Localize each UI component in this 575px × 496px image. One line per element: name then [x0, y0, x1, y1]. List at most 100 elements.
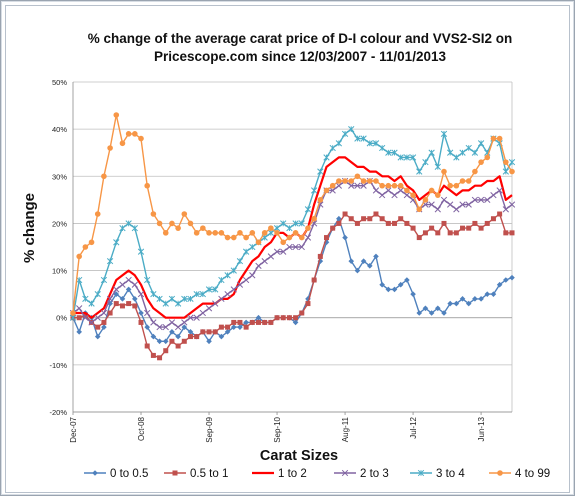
y-axis-tick-labels: -20% -10% 0% 10% 20% 30% 40% 50%	[49, 78, 67, 417]
data-point	[403, 154, 411, 161]
data-point	[342, 234, 348, 241]
data-point	[422, 158, 429, 166]
data-point	[440, 130, 448, 138]
data-point	[447, 230, 453, 236]
data-point	[255, 239, 262, 246]
data-point	[199, 309, 206, 317]
data-point	[490, 135, 497, 142]
legend-item: 2 to 3	[334, 468, 389, 480]
data-point	[435, 230, 441, 236]
data-point	[243, 234, 249, 241]
data-point	[82, 312, 88, 318]
data-point	[113, 301, 119, 307]
data-point	[255, 262, 262, 270]
data-point	[94, 290, 101, 298]
data-point	[409, 154, 417, 161]
data-point	[82, 295, 89, 303]
data-point	[459, 178, 466, 184]
data-point	[242, 276, 250, 284]
data-point	[354, 267, 361, 274]
data-point	[484, 196, 491, 204]
data-point	[119, 296, 126, 302]
data-point	[373, 211, 379, 217]
data-point	[372, 140, 380, 147]
data-point	[478, 225, 484, 231]
data-point	[348, 182, 355, 189]
data-point	[496, 135, 503, 142]
data-point	[230, 267, 237, 274]
data-point	[466, 225, 472, 231]
data-point	[397, 187, 404, 194]
data-point	[273, 248, 281, 255]
data-point	[379, 216, 385, 222]
data-point	[329, 144, 336, 152]
data-point	[218, 295, 225, 303]
data-point	[416, 235, 422, 241]
data-point	[459, 149, 466, 156]
legend-label: 3 to 4	[436, 468, 465, 480]
data-point	[447, 182, 453, 189]
data-point	[465, 201, 472, 208]
data-point	[428, 310, 435, 316]
data-point	[181, 211, 188, 217]
data-point	[304, 206, 312, 213]
data-point	[94, 314, 101, 321]
data-point	[113, 112, 120, 118]
data-point	[82, 314, 89, 321]
data-point	[323, 154, 330, 161]
series-3	[73, 156, 513, 319]
data-point	[348, 125, 355, 133]
data-point	[354, 220, 360, 226]
data-point	[181, 324, 188, 330]
y-axis-label: % change	[21, 193, 38, 263]
data-point	[428, 187, 435, 194]
data-point	[261, 257, 268, 265]
data-point	[453, 230, 459, 236]
data-point	[280, 315, 286, 321]
data-point	[503, 159, 509, 165]
data-point	[224, 329, 231, 335]
data-point	[144, 309, 151, 317]
legend: 0 to 0.5 0.5 to 1 1 to 2 2 to 3 3 to 4 4 to 9…	[84, 468, 550, 480]
data-point	[429, 225, 435, 231]
data-point	[292, 220, 299, 227]
data-point	[286, 224, 293, 232]
data-point	[366, 140, 373, 147]
data-point	[509, 230, 515, 236]
data-point	[360, 135, 367, 142]
data-point	[298, 234, 305, 241]
data-point	[404, 220, 410, 226]
x-axis-tick-labels: Dec-07 Oct-08 Sep-09 Sep-10 Aug-11 Jul-12 Jun-…	[69, 412, 486, 443]
data-point	[101, 319, 107, 325]
data-point	[366, 263, 373, 269]
data-point	[385, 187, 392, 194]
data-point	[342, 178, 348, 184]
data-point	[299, 310, 305, 316]
data-point	[385, 220, 391, 226]
data-point	[200, 225, 206, 231]
data-point	[453, 300, 460, 307]
data-point	[329, 187, 336, 194]
x-axis-label: Carat Sizes	[260, 448, 338, 464]
data-point	[354, 173, 361, 180]
data-point	[144, 324, 150, 330]
data-point	[410, 225, 416, 231]
data-point	[187, 329, 194, 335]
data-point	[100, 276, 108, 284]
data-point	[225, 324, 231, 330]
data-point	[441, 220, 447, 226]
data-point	[348, 178, 355, 184]
legend-item: 0 to 0.5	[84, 468, 148, 480]
data-point	[169, 220, 175, 227]
data-point	[156, 220, 163, 227]
data-point	[255, 314, 262, 321]
y-tick-label: 40%	[52, 125, 67, 134]
data-point	[385, 286, 392, 293]
data-point	[274, 230, 280, 236]
data-point	[249, 230, 256, 236]
data-point	[453, 154, 460, 161]
data-point	[471, 149, 479, 156]
data-point	[101, 173, 107, 180]
data-point	[472, 296, 478, 302]
data-point	[329, 182, 336, 189]
